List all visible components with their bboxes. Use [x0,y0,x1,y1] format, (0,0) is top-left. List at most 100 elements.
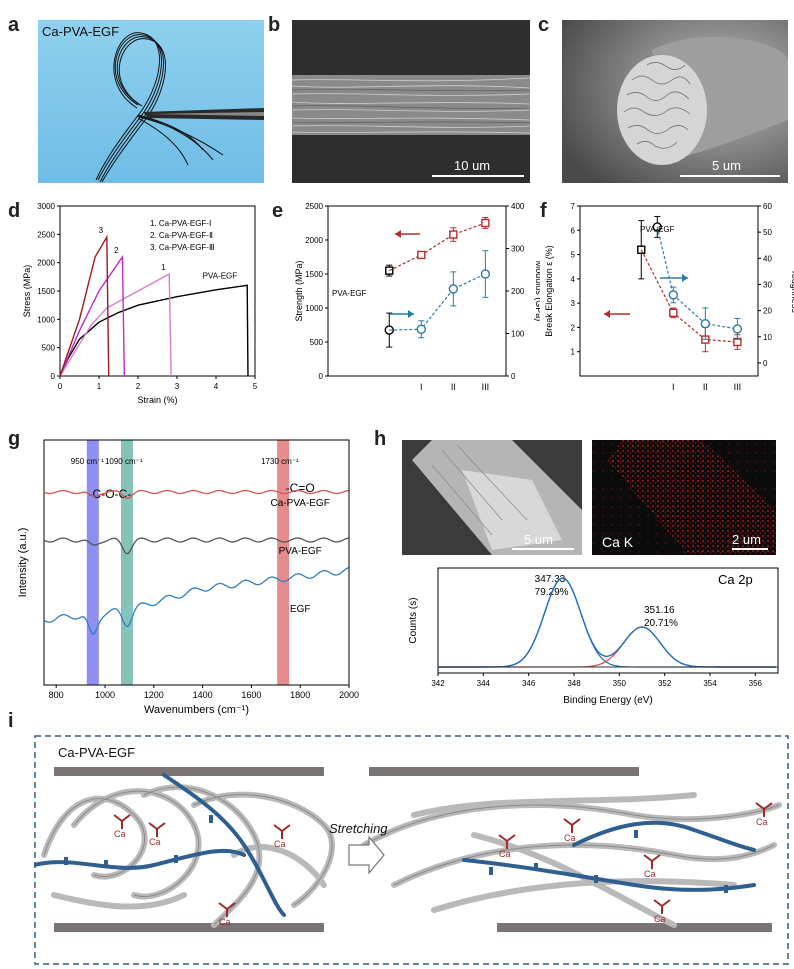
data-point [637,245,646,254]
x-tick-label: 356 [749,679,763,688]
x-tick-label: I [420,382,423,392]
y-axis-label: Intensity (a.u.) [17,528,29,598]
plot-frame [43,439,350,686]
arrow-head [604,310,610,318]
y-tick-label: 7 [571,202,576,211]
stretching-schematic: Ca Ca Ca Ca Ca Ca Ca Ca Ca Stretching Ca… [34,735,789,965]
y-tick-label: 500 [310,338,324,347]
scale-label-c: 5 um [712,158,741,173]
eds-element-label: Ca K [602,534,634,550]
panel-label-g: g [8,428,21,450]
data-point [417,250,426,260]
ca-crosslink-labels: Ca Ca Ca Ca Ca Ca Ca Ca Ca [114,817,768,927]
data-point [700,318,711,329]
ca-label: Ca [499,849,511,859]
x-tick-label: 3 [175,382,180,391]
panel-label-f: f [540,200,547,222]
xps-ca2p-chart: 342 344 346 348 350 352 354 356 Binding Energy (… [408,567,779,706]
polymer-chain-outlines-right [363,804,780,886]
trend-line [640,249,738,343]
series-line [59,254,126,377]
data-point [732,324,743,334]
sem-surface-image: 10 um [292,20,530,183]
y-tick-label: 2500 [37,230,55,239]
y2-tick-label: 20 [763,307,772,316]
fiber-photo: Ca-PVA-EGF [38,20,264,183]
trend-line [389,222,486,272]
ca-label: Ca [149,837,161,847]
chart-title: Ca 2p [718,572,753,587]
y2-axis-label: Toughness [790,269,794,313]
y-axis-label: Stress (MPa) [22,265,32,318]
y2-tick-label: 10 [763,333,772,342]
sem-edge-illustration [412,440,582,555]
stress-strain-chart: 0 1 2 3 4 5 0 500 1000 1500 2000 2500 3000 Strain (%)… [22,202,258,405]
x-axis-label: Wavenumbers (cm⁻¹) [144,704,249,716]
x-tick-label: 1200 [144,690,164,700]
spectrum-label: EGF [290,604,311,615]
absorption-band [277,440,290,685]
series-label: 2 [114,246,119,255]
ca-label: Ca [274,839,286,849]
fiber-loop-illustration [95,32,264,183]
x-tick-label: III [482,382,490,392]
panel-label-e: e [272,200,284,222]
band-label: 950 cm⁻¹ [71,457,104,466]
egf-chains-right [462,820,756,892]
series-line [59,284,249,377]
sem-fiber-surface [292,20,530,183]
scale-bar-b [432,175,524,177]
y-tick-label: 5 [571,251,576,260]
y-axis-label: Counts (s) [408,597,419,643]
y-tick-label: 2 [571,323,576,332]
y2-tick-label: 60 [763,202,772,211]
x-tick-label: 2 [136,382,141,391]
legend-entry: 3. Ca-PVA-EGF-Ⅲ [150,243,215,252]
scale-bar-h1 [512,548,574,550]
arrow-head [682,274,688,282]
ftir-chart: 950 cm⁻¹ 1090 cm⁻¹ 1730 cm⁻¹ 800 1000 1200 140… [17,439,359,716]
y2-tick-label: 30 [763,280,772,289]
series-label: 1 [161,263,166,272]
y-tick-label: 1000 [305,304,323,313]
polymer-chains-right [361,792,782,928]
y2-tick-label: 0 [763,359,768,368]
x-tick-label: 1400 [193,690,213,700]
x-tick-label: 352 [658,679,672,688]
y2-tick-label: 100 [511,330,525,339]
plate-bottom-left [54,923,324,932]
ca-label: Ca [644,869,656,879]
x-tick-label: I [672,382,675,392]
arrow-head [408,310,414,318]
y2-tick-label: 400 [511,202,525,211]
x-axis-label: Strain (%) [137,395,177,405]
y-tick-label: 1 [571,348,576,357]
component-peak [438,577,776,668]
series-line [59,234,110,377]
peak-area-label: 20.71% [644,618,678,629]
ca-label: Ca [756,817,768,827]
y-tick-label: 4 [571,275,576,284]
x-axis-label: Binding Energy (eV) [563,695,653,706]
y-tick-label: 1000 [37,315,55,324]
absorption-band [120,440,133,685]
data-point [448,284,459,294]
ca-crosslinks [113,802,773,917]
trend-line [389,273,486,331]
panel-label-d: d [8,200,21,222]
plot-frame [579,205,759,377]
x-tick-label: 348 [567,679,581,688]
data-point [449,230,458,239]
series-label: 3 [99,226,104,235]
annotation-label: PVA-EGF [332,289,367,298]
ca-label: Ca [114,829,126,839]
data-point [669,308,678,318]
y-tick-label: 0 [51,372,56,381]
band-label: 1090 cm⁻¹ [105,457,143,466]
y-tick-label: 1500 [305,270,323,279]
y-axis-label: Break Elongation ε (%) [544,245,554,337]
sem-cross-section-image: 5 um [562,20,788,183]
scale-label-b: 10 um [454,158,491,173]
x-tick-label: III [734,382,742,392]
